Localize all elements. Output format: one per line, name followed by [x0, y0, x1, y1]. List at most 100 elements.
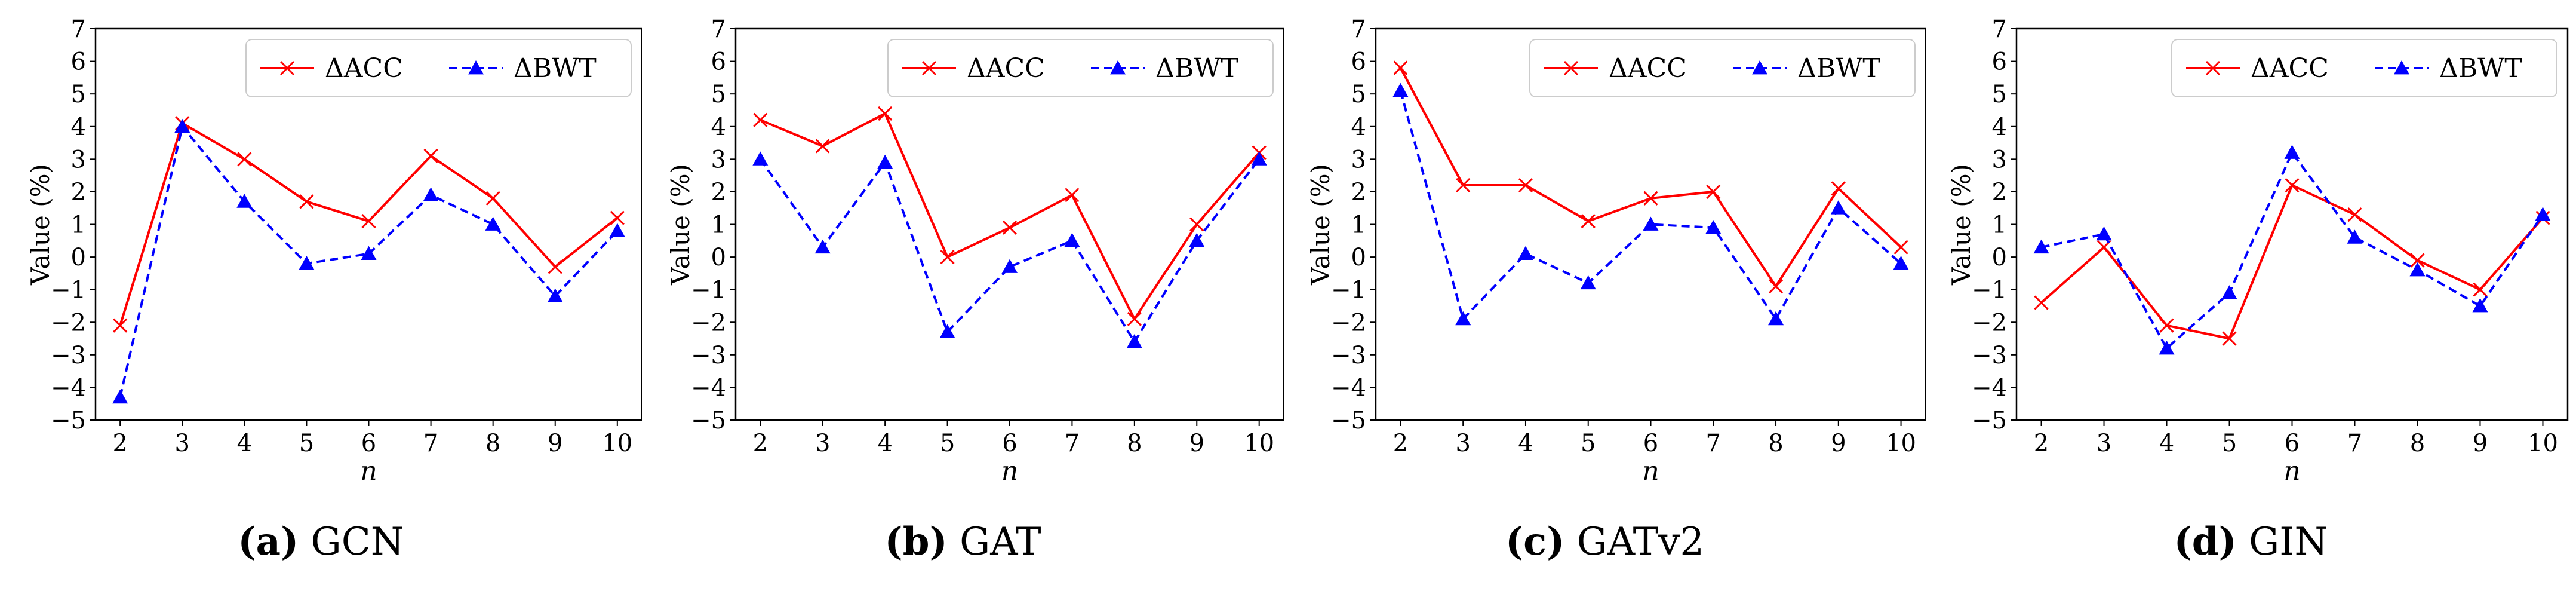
x-tick-label: 3 [815, 430, 830, 457]
x-tick-label: 2 [2034, 430, 2049, 457]
marker-stroke [423, 148, 438, 163]
data-point-acc [753, 112, 768, 127]
data-point-bwt [485, 216, 501, 231]
data-point-acc [2410, 253, 2425, 268]
data-point-acc [610, 210, 625, 225]
marker-stroke [1643, 191, 1658, 206]
x-tick-label: 10 [1886, 430, 1916, 457]
data-point-acc [2222, 331, 2237, 346]
y-tick-label: −4 [691, 374, 726, 402]
x-tick-label: 7 [1065, 430, 1080, 457]
x-tick-label: 9 [548, 430, 562, 457]
data-point-acc [1643, 191, 1658, 206]
data-point-acc [1581, 213, 1596, 229]
x-tick-label: 2 [1393, 430, 1408, 457]
y-tick-label: −2 [691, 309, 726, 336]
x-tick-label: 5 [1581, 430, 1596, 457]
y-tick-label: 2 [1992, 179, 2007, 206]
chart-gat: −5 −4 −3 −2 −1 0 1 2 3 4 5 6 7 2 3 4 5 6 7 8 9 10 n Value (%) ΔA… [666, 16, 1285, 486]
y-tick-label: −4 [1331, 374, 1366, 402]
x-tick-label: 6 [1643, 430, 1658, 457]
marker-stroke [1065, 188, 1080, 203]
x-tick-label: 5 [940, 430, 955, 457]
legend-label: ΔACC [1609, 53, 1687, 84]
marker-stroke [921, 60, 937, 76]
x-axis-label: n [2283, 456, 2300, 486]
marker-stroke [940, 250, 955, 265]
caption-name: GAT [960, 520, 1041, 564]
marker-stroke [1768, 279, 1784, 294]
y-tick-label: 2 [1351, 179, 1366, 206]
legend-marker [2205, 60, 2221, 76]
legend-marker [1563, 60, 1579, 76]
y-tick-label: 1 [1992, 212, 2007, 239]
data-point-acc [1831, 181, 1846, 196]
y-tick-label: 5 [1351, 81, 1366, 108]
data-point-bwt [1002, 259, 1018, 273]
y-tick-label: 4 [1351, 114, 1366, 141]
marker-stroke [548, 259, 562, 274]
data-point-acc [2347, 207, 2362, 222]
marker-stroke [1393, 60, 1408, 75]
data-point-acc [423, 148, 438, 163]
y-tick-label: −2 [1972, 309, 2007, 336]
marker-stroke [610, 210, 625, 225]
data-point-bwt [1455, 311, 1471, 326]
marker-stroke [361, 213, 376, 229]
data-point-acc [2159, 318, 2174, 333]
caption-gin: (d) GIN [1926, 523, 2576, 562]
data-point-bwt [2472, 298, 2488, 313]
caption-gat: (b) GAT [642, 520, 1284, 564]
x-tick-label: 8 [485, 430, 500, 457]
marker-stroke [1127, 311, 1142, 326]
data-point-bwt [1705, 219, 1722, 234]
legend-marker [468, 60, 484, 75]
legend-label: ΔACC [967, 53, 1045, 84]
data-point-bwt [1830, 200, 1846, 215]
x-tick-label: 6 [2285, 430, 2300, 457]
y-tick-label: −2 [1331, 309, 1366, 336]
x-tick-label: 9 [2473, 430, 2488, 457]
legend-marker [1752, 60, 1767, 75]
x-tick-label: 7 [2347, 430, 2362, 457]
y-tick-label: 6 [71, 48, 86, 76]
data-point-bwt [2221, 285, 2237, 299]
x-tick-label: 2 [753, 430, 768, 457]
data-point-bwt [547, 288, 563, 302]
data-point-acc [815, 139, 830, 154]
data-point-acc [1127, 311, 1142, 326]
data-point-acc [361, 213, 376, 229]
chart-gcn: −5 −4 −3 −2 −1 0 1 2 3 4 5 6 7 2 3 4 5 6 7 8 9 10 n Value (%) ΔA… [26, 16, 643, 486]
caption-letter: (c) [1505, 519, 1565, 564]
data-point-acc [1002, 220, 1018, 235]
y-tick-label: 0 [711, 244, 726, 271]
data-point-bwt [609, 223, 625, 237]
data-point-bwt [2033, 239, 2049, 254]
data-point-acc [1768, 279, 1784, 294]
data-point-bwt [752, 151, 769, 166]
caption-letter: (d) [2174, 519, 2237, 564]
data-point-acc [2473, 282, 2488, 297]
data-point-bwt [877, 154, 893, 169]
y-tick-label: −4 [51, 374, 86, 402]
y-tick-label: −3 [691, 342, 726, 369]
marker-stroke [299, 194, 314, 209]
x-tick-label: 7 [1706, 430, 1721, 457]
x-tick-label: 4 [877, 430, 892, 457]
marker-stroke [878, 106, 893, 121]
y-tick-label: −3 [1972, 342, 2007, 369]
y-tick-label: −1 [51, 277, 86, 304]
data-point-acc [878, 106, 893, 121]
data-point-bwt [1893, 256, 1909, 270]
y-axis-label: Value (%) [1947, 164, 1976, 286]
y-axis-label: Value (%) [26, 164, 55, 286]
y-tick-label: −5 [1331, 407, 1366, 434]
x-tick-label: 8 [2410, 430, 2425, 457]
marker-stroke [2222, 331, 2237, 346]
x-tick-label: 10 [1244, 430, 1274, 457]
caption-name: GCN [311, 520, 404, 564]
series-line-bwt [119, 125, 619, 398]
x-tick-label: 4 [2159, 430, 2174, 457]
marker-stroke [1706, 184, 1721, 199]
data-point-acc [2285, 177, 2300, 193]
